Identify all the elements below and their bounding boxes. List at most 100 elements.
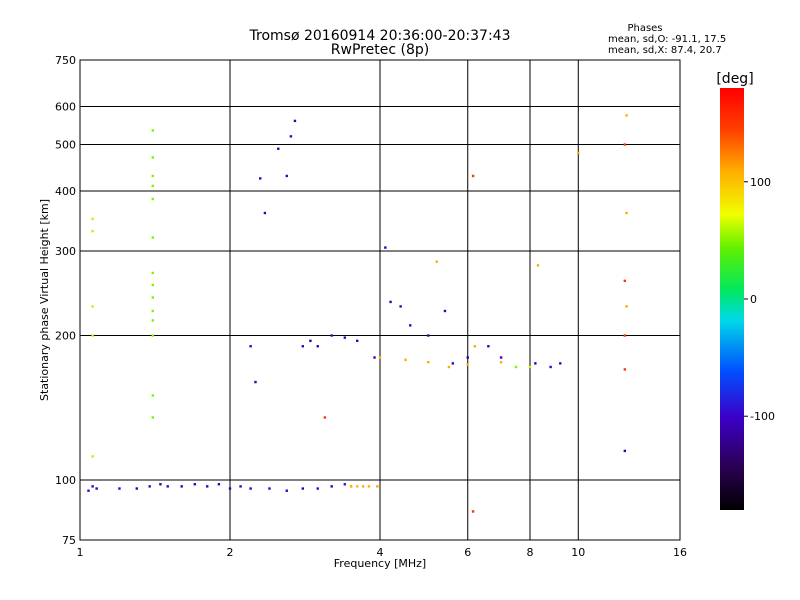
echo-point xyxy=(373,356,376,359)
echo-point xyxy=(151,283,155,287)
x-tick-label: 4 xyxy=(377,546,384,559)
echo-point xyxy=(151,236,155,239)
echo-point xyxy=(151,129,155,132)
x-tick-label: 2 xyxy=(227,546,234,559)
echo-point xyxy=(514,365,518,369)
colorbar-tick-label: 100 xyxy=(750,176,771,189)
echo-point xyxy=(118,487,121,490)
colorbar-tick-label: 0 xyxy=(750,293,757,306)
echo-point xyxy=(466,356,469,359)
y-tick-label: 500 xyxy=(55,139,76,152)
echo-point xyxy=(623,334,627,337)
echo-point xyxy=(330,334,333,337)
grid-lines xyxy=(80,60,680,540)
echo-point xyxy=(378,356,382,359)
echo-point xyxy=(534,362,537,365)
echo-point xyxy=(289,135,293,138)
echo-point xyxy=(301,345,305,348)
echo-point xyxy=(151,334,155,337)
x-tick-label: 1 xyxy=(77,546,84,559)
x-axis-ticks: 1 2 4 6 8 10 16 xyxy=(77,546,688,559)
x-tick-label: 6 xyxy=(464,546,471,559)
phases-title: Phases xyxy=(627,23,662,34)
echo-point xyxy=(151,394,155,397)
echo-point xyxy=(259,177,262,180)
echo-point xyxy=(355,339,359,343)
y-axis-ticks: 750 600 500 400 300 200 100 75 xyxy=(55,54,76,547)
echo-point xyxy=(151,309,155,313)
echo-point xyxy=(451,362,455,365)
x-tick-label: 8 xyxy=(527,546,534,559)
colorbar xyxy=(720,88,744,510)
echo-point xyxy=(309,339,312,343)
echo-point xyxy=(466,363,469,366)
echo-point xyxy=(193,483,197,486)
echo-point xyxy=(263,211,267,215)
echo-point xyxy=(487,345,490,348)
echo-point xyxy=(343,336,347,339)
echo-point xyxy=(625,211,628,215)
echo-point xyxy=(285,174,288,178)
echo-point xyxy=(473,345,477,348)
echo-point xyxy=(528,365,532,369)
echo-point xyxy=(151,197,155,201)
echo-point xyxy=(443,309,447,313)
echo-point xyxy=(268,487,271,490)
echo-point xyxy=(623,449,627,453)
echo-point xyxy=(349,485,353,488)
echo-point xyxy=(293,119,297,123)
echo-point xyxy=(384,246,387,249)
x-tick-label: 10 xyxy=(571,546,585,559)
echo-point xyxy=(330,485,333,488)
echo-point xyxy=(151,319,155,322)
echo-point xyxy=(87,489,90,492)
echo-point xyxy=(91,455,94,458)
echo-point xyxy=(301,487,305,490)
echo-point xyxy=(151,296,155,299)
echo-point xyxy=(148,485,151,488)
x-axis-label: Frequency [MHz] xyxy=(334,557,426,570)
colorbar-label: [deg] xyxy=(716,71,753,87)
echo-point xyxy=(91,217,94,221)
echo-point xyxy=(435,260,438,263)
chart-title: Tromsø 20160914 20:36:00-20:37:43 xyxy=(249,28,511,44)
y-tick-label: 600 xyxy=(55,101,76,114)
echo-point xyxy=(316,487,319,490)
echo-point xyxy=(343,483,347,486)
echo-point xyxy=(536,264,540,267)
echo-point xyxy=(91,485,94,488)
echo-point xyxy=(239,485,242,488)
echo-point xyxy=(151,174,155,178)
y-axis-label: Stationary phase Virtual Height [km] xyxy=(38,199,51,401)
echo-point xyxy=(623,279,627,283)
echo-point xyxy=(559,362,562,365)
echo-point xyxy=(91,334,94,337)
phases-mean-x: mean, sd,X: 87.4, 20.7 xyxy=(608,45,722,56)
echo-point xyxy=(205,485,209,488)
echo-point xyxy=(166,485,169,488)
echo-point xyxy=(151,416,155,419)
echo-point xyxy=(427,360,430,364)
echo-point xyxy=(409,324,412,327)
echo-point xyxy=(367,485,371,488)
echo-point xyxy=(577,151,580,155)
echo-point xyxy=(625,305,628,308)
y-tick-label: 75 xyxy=(62,534,76,547)
echo-point xyxy=(277,147,280,150)
echo-point xyxy=(361,485,365,488)
echo-points xyxy=(87,114,628,513)
echo-point xyxy=(254,380,257,384)
colorbar-ticks: 100 0 -100 xyxy=(744,176,775,423)
y-tick-label: 200 xyxy=(55,330,76,343)
x-tick-label: 16 xyxy=(673,546,687,559)
echo-point xyxy=(95,487,98,490)
echo-point xyxy=(316,345,319,348)
echo-point xyxy=(471,174,475,178)
echo-point xyxy=(355,485,359,488)
echo-point xyxy=(625,114,628,117)
echo-point xyxy=(91,229,94,233)
echo-point xyxy=(471,510,475,513)
echo-point xyxy=(623,368,627,371)
y-tick-label: 300 xyxy=(55,245,76,258)
